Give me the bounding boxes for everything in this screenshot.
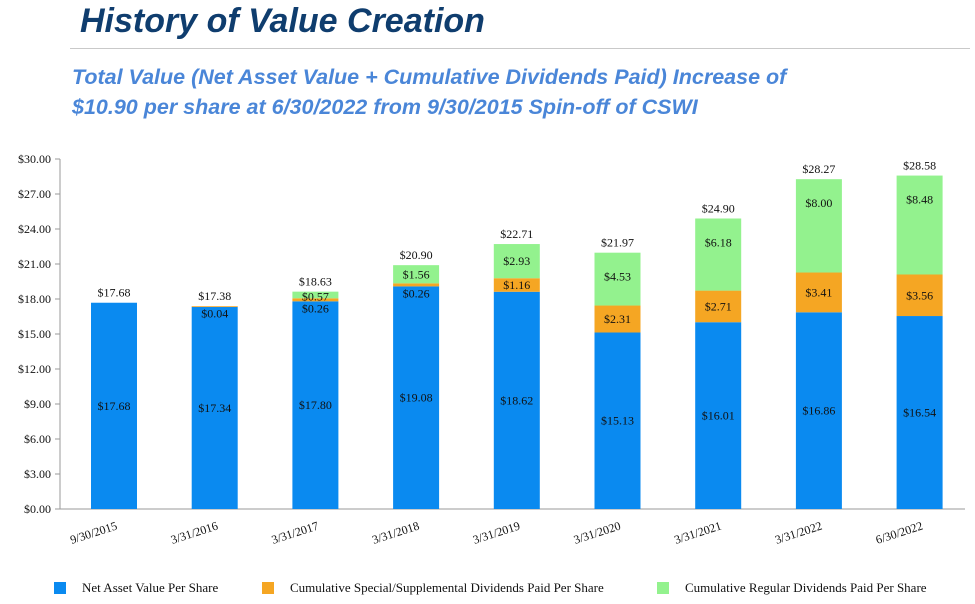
x-tick-label: 3/31/2021: [673, 519, 724, 547]
y-tick-label: $0.00: [24, 502, 51, 516]
bar-segment-nav: [695, 322, 742, 509]
chart-legend: Net Asset Value Per Share Cumulative Spe…: [0, 580, 975, 600]
data-label-special: $3.41: [805, 285, 832, 299]
x-tick-label: 3/31/2020: [572, 519, 623, 547]
stacked-bar-chart: $0.00 $3.00 $6.00 $9.00 $12.00 $15.00 $18.00 $2…: [18, 152, 965, 547]
legend-item-regular: Cumulative Regular Dividends Paid Per Sh…: [657, 580, 927, 596]
y-tick-label: $21.00: [18, 257, 51, 271]
data-label-special: $2.31: [604, 312, 631, 326]
data-label-special: $1.16: [503, 278, 530, 292]
title-divider: [70, 48, 970, 49]
subtitle-line-1: Total Value (Net Asset Value + Cumulativ…: [72, 65, 787, 89]
legend-swatch-special: [262, 582, 274, 594]
bar-segment-special: [292, 298, 339, 302]
data-label-nav: $16.01: [702, 409, 735, 423]
legend-item-nav: Net Asset Value Per Share: [54, 580, 218, 596]
data-label-special: $3.56: [906, 288, 933, 302]
x-tick-label: 3/31/2019: [471, 519, 522, 547]
data-label-total: $24.90: [702, 202, 735, 216]
bar-segment-special: [594, 305, 641, 333]
data-label-regular: $2.93: [503, 254, 530, 268]
bar-segment-special: [191, 306, 238, 308]
x-tick-label: 3/31/2016: [169, 519, 220, 547]
data-label-regular: $4.53: [604, 270, 631, 284]
bar-segment-nav: [191, 306, 238, 509]
data-label-total: $20.90: [400, 248, 433, 262]
legend-item-special: Cumulative Special/Supplemental Dividend…: [262, 580, 604, 596]
data-label-nav: $16.54: [903, 406, 936, 420]
data-label-special: $0.26: [403, 286, 430, 300]
bar-segment-regular: [795, 179, 842, 273]
x-tick-label: 6/30/2022: [874, 519, 925, 547]
bar-segment-special: [896, 274, 943, 317]
page-subtitle: Total Value (Net Asset Value + Cumulativ…: [72, 62, 962, 122]
legend-label-special: Cumulative Special/Supplemental Dividend…: [290, 580, 604, 595]
y-tick-label: $12.00: [18, 362, 51, 376]
data-label-total: $21.97: [601, 236, 634, 250]
data-label-total: $22.71: [500, 227, 533, 241]
y-tick-label: $3.00: [24, 467, 51, 481]
legend-swatch-regular: [657, 582, 669, 594]
bar-segment-regular: [594, 252, 641, 306]
bar-segment-nav: [91, 302, 137, 509]
data-label-regular: $0.57: [302, 290, 329, 304]
data-label-nav: $18.62: [500, 393, 533, 407]
bar-segment-nav: [594, 332, 641, 509]
bar-segment-nav: [393, 286, 440, 509]
y-tick-label: $15.00: [18, 327, 51, 341]
data-label-regular: $1.56: [403, 267, 430, 281]
data-label-regular: $6.18: [705, 236, 732, 250]
data-label-nav: $15.13: [601, 414, 634, 428]
y-tick-label: $24.00: [18, 222, 51, 236]
data-label-regular: $8.48: [906, 193, 933, 207]
bar-segment-special: [493, 278, 540, 292]
page-title: History of Value Creation: [80, 2, 485, 40]
y-tick-label: $6.00: [24, 432, 51, 446]
data-label-nav: $17.80: [299, 398, 332, 412]
bar-segment-special: [695, 290, 742, 323]
bar-segment-regular: [695, 218, 742, 291]
bar-segment-nav: [896, 316, 943, 509]
x-tick-label: 9/30/2015: [68, 519, 119, 547]
y-tick-label: $30.00: [18, 152, 51, 166]
subtitle-line-2: $10.90 per share at 6/30/2022 from 9/30/…: [72, 95, 698, 119]
data-label-total: $17.38: [198, 289, 231, 303]
legend-label-regular: Cumulative Regular Dividends Paid Per Sh…: [685, 580, 927, 595]
y-tick-label: $18.00: [18, 292, 51, 306]
data-label-total: $18.63: [299, 275, 332, 289]
data-label-special: $2.71: [705, 299, 732, 313]
bar-segment-regular: [292, 291, 339, 299]
data-label-nav: $17.68: [98, 399, 131, 413]
data-label-special: $0.04: [201, 307, 228, 321]
bar-segment-regular: [393, 265, 440, 284]
bar-segment-regular: [896, 175, 943, 275]
data-label-total: $17.68: [98, 286, 131, 300]
data-label-nav: $17.34: [198, 401, 231, 415]
legend-label-nav: Net Asset Value Per Share: [82, 580, 219, 595]
bar-segment-special: [795, 272, 842, 313]
bar-segment-nav: [795, 312, 842, 509]
bar-segment-nav: [292, 301, 339, 509]
data-label-nav: $16.86: [802, 404, 835, 418]
bar-segment-regular: [493, 244, 540, 279]
data-label-total: $28.27: [802, 162, 835, 176]
data-label-total: $28.58: [903, 159, 936, 173]
x-tick-label: 3/31/2017: [270, 519, 321, 547]
x-tick-label: 3/31/2018: [370, 519, 421, 547]
data-label-regular: $8.00: [805, 196, 832, 210]
bar-segment-special: [393, 283, 440, 287]
y-tick-label: $9.00: [24, 397, 51, 411]
data-label-special: $0.26: [302, 301, 329, 315]
y-tick-label: $27.00: [18, 187, 51, 201]
data-label-nav: $19.08: [400, 391, 433, 405]
legend-swatch-nav: [54, 582, 66, 594]
x-tick-label: 3/31/2022: [773, 519, 824, 547]
bar-segment-nav: [493, 291, 540, 509]
